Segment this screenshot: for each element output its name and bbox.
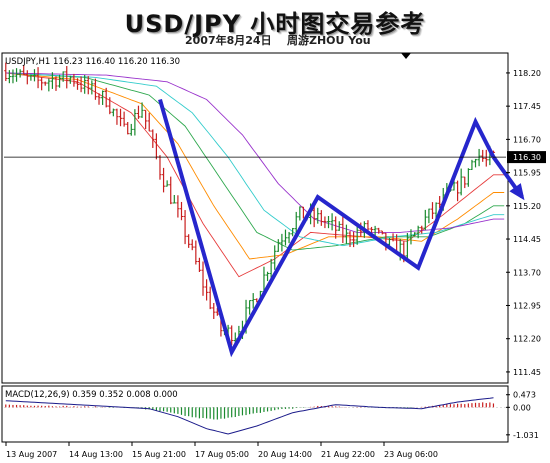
moving-average-line xyxy=(5,72,505,247)
macd-y-tick-label: 0.00 xyxy=(513,403,531,412)
y-tick-label: 114.45 xyxy=(513,235,541,244)
moving-average-line xyxy=(5,72,505,233)
y-tick-label: 112.95 xyxy=(513,301,541,310)
macd-panel-frame xyxy=(1,385,509,443)
chart-subtitle-author: 周游ZHOU You xyxy=(287,34,371,47)
macd-label: MACD(12,26,9) 0.359 0.352 0.008 0.000 xyxy=(5,390,178,400)
pattern-zigzag-line xyxy=(158,98,496,358)
pattern-arrow-head xyxy=(509,183,525,201)
shift-marker-icon[interactable] xyxy=(401,53,411,59)
y-tick-label: 117.45 xyxy=(513,102,541,111)
y-tick-label: 118.20 xyxy=(513,69,541,78)
y-tick-label: 111.45 xyxy=(513,368,541,377)
symbol-label: USDJPY,H1 116.23 116.40 116.20 116.30 xyxy=(5,57,180,67)
x-tick-label: 20 Aug 14:00 xyxy=(258,450,312,459)
chart-title: USD/JPY 小时图交易参考 xyxy=(124,10,426,38)
x-tick-label: 17 Aug 05:00 xyxy=(195,450,249,459)
y-tick-label: 112.20 xyxy=(513,335,541,344)
macd-y-tick-label: 0.473 xyxy=(513,391,536,400)
x-tick-label: 21 Aug 22:00 xyxy=(321,450,375,459)
x-tick-label: 15 Aug 21:00 xyxy=(132,450,186,459)
x-tick-label: 23 Aug 06:00 xyxy=(384,450,438,459)
y-tick-label: 115.95 xyxy=(513,169,541,178)
macd-signal-line xyxy=(5,397,494,435)
moving-average-line xyxy=(5,72,505,260)
y-tick-label: 115.20 xyxy=(513,202,541,211)
main-panel-frame xyxy=(1,52,509,384)
y-tick-label: 113.70 xyxy=(513,268,541,277)
chart-subtitle-date: 2007年8月24日 xyxy=(185,34,272,47)
moving-average-line xyxy=(5,72,505,251)
macd-y-tick-label: -1.031 xyxy=(513,431,539,440)
x-tick-label: 13 Aug 2007 xyxy=(6,450,57,459)
current-price-box xyxy=(507,151,546,164)
y-tick-label: 116.70 xyxy=(513,135,541,144)
x-tick-label: 14 Aug 13:00 xyxy=(69,450,123,459)
current-price-label: 116.30 xyxy=(513,153,541,162)
